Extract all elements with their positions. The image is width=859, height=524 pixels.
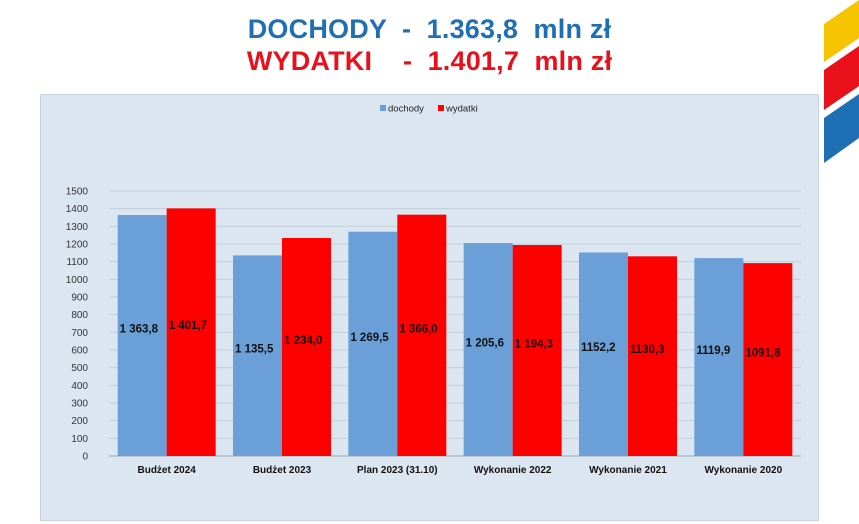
bar-wydatki (282, 237, 331, 456)
data-labels: 1 363,8 1 401,7 1 135,5 1 234,0 1 269,5 1 366… (120, 320, 781, 359)
bar-dochody (694, 258, 744, 456)
y-tick-label: 400 (71, 381, 88, 392)
y-tick-label: 300 (71, 399, 88, 410)
data-label-wydatki: 1 234,0 (284, 335, 322, 347)
bar-dochody (117, 215, 167, 456)
x-axis-categories: Budżet 2024 Budżet 2023 Plan 2023 (31.10) W… (137, 465, 782, 476)
bar-wydatki (743, 263, 793, 456)
data-label-dochody: 1152,2 (581, 342, 616, 354)
data-label-dochody: 1 205,6 (466, 338, 504, 350)
legend-label-dochody: dochody (388, 104, 424, 115)
category-label: Wykonanie 2020 (705, 465, 783, 476)
logo-yellow-stripe (824, 0, 859, 62)
legend-swatch-wydatki (438, 105, 444, 111)
gridlines (109, 190, 801, 457)
data-label-wydatki: 1091,8 (745, 348, 781, 360)
y-tick-label: 800 (71, 310, 88, 321)
data-label-dochody: 1 269,5 (350, 332, 389, 344)
legend: dochody wydatki (380, 104, 478, 115)
data-label-dochody: 1 363,8 (120, 324, 159, 336)
bar-chart: 0 100 200 300 400 500 600 700 800 900 1000 1100 1200… (66, 104, 801, 476)
y-tick-label: 1400 (66, 204, 89, 215)
y-tick-label: 1500 (66, 187, 89, 198)
bar-wydatki (512, 245, 562, 456)
y-tick-label: 1000 (66, 275, 89, 286)
data-label-wydatki: 1 366,0 (399, 323, 437, 335)
data-label-wydatki: 1130,3 (630, 344, 665, 356)
y-tick-label: 0 (82, 452, 88, 463)
category-label: Wykonanie 2021 (589, 465, 667, 476)
bar-dochody (348, 231, 398, 456)
bar-dochody (463, 243, 513, 456)
bar-dochody (579, 252, 628, 456)
headline-wydatki: WYDATKI - 1.401,7 mln zł (246, 46, 613, 76)
bar-wydatki (397, 214, 447, 456)
legend-label-wydatki: wydatki (445, 104, 478, 115)
bar-wydatki (166, 208, 216, 456)
y-tick-label: 100 (71, 434, 88, 445)
category-label: Budżet 2024 (137, 465, 196, 476)
logo-stripes-icon (824, 0, 859, 163)
y-tick-label: 900 (71, 293, 88, 304)
y-tick-label: 1100 (66, 257, 88, 268)
y-axis-ticks: 0 100 200 300 400 500 600 700 800 900 1000 1100 1200… (66, 187, 89, 463)
bar-wydatki (628, 256, 677, 456)
category-label: Plan 2023 (31.10) (357, 465, 438, 476)
logo-blue-stripe (824, 94, 859, 163)
category-label: Wykonanie 2022 (474, 465, 552, 476)
bar-dochody (233, 255, 282, 456)
y-tick-label: 600 (71, 346, 88, 357)
y-tick-label: 700 (71, 328, 88, 339)
data-label-dochody: 1 135,5 (235, 344, 274, 356)
logo-red-stripe (824, 46, 859, 110)
data-label-wydatki: 1 401,7 (169, 320, 207, 332)
y-tick-label: 1200 (66, 240, 89, 251)
y-tick-label: 500 (71, 363, 88, 374)
legend-swatch-dochody (380, 105, 386, 111)
y-tick-label: 1300 (66, 222, 89, 233)
data-label-wydatki: 1 194,3 (515, 339, 553, 351)
category-label: Budżet 2023 (253, 465, 312, 476)
headline-dochody: DOCHODY - 1.363,8 mln zł (247, 14, 612, 44)
y-tick-label: 200 (71, 416, 88, 427)
data-label-dochody: 1119,9 (696, 345, 730, 357)
bars (117, 208, 793, 456)
